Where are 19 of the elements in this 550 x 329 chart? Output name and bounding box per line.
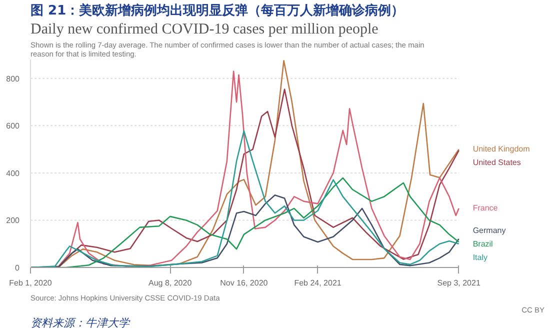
x-tick-label: Feb 24, 2021 xyxy=(294,278,342,288)
text: Italy xyxy=(472,253,488,262)
x-tick-label: Feb 1, 2020 xyxy=(9,278,52,288)
y-tick-label: 400 xyxy=(6,168,20,178)
x-tick-label: Sep 3, 2021 xyxy=(437,278,481,288)
series-label: Brazil xyxy=(472,240,494,249)
chart-subtitle: Daily new confirmed COVID-19 cases per million people xyxy=(30,22,379,38)
x-tick-label: Nov 16, 2020 xyxy=(220,278,268,288)
series-label: United States xyxy=(472,158,521,167)
y-tick-label: 200 xyxy=(6,216,20,226)
y-tick-label: 600 xyxy=(6,122,20,131)
series-label: Germany xyxy=(472,226,506,235)
chart-title: 图 21：美欧新增病例均出现明显反弹（每百万人新增确诊病例） xyxy=(30,2,404,18)
series-label: France xyxy=(472,203,498,212)
y-tick-label: 0 xyxy=(15,264,20,272)
y-tick-label: 800 xyxy=(6,74,20,84)
text: 资料来源：牛津大学 xyxy=(30,316,130,329)
series-label: United Kingdom xyxy=(472,144,530,154)
x-tick-label: Aug 8, 2020 xyxy=(148,278,192,288)
